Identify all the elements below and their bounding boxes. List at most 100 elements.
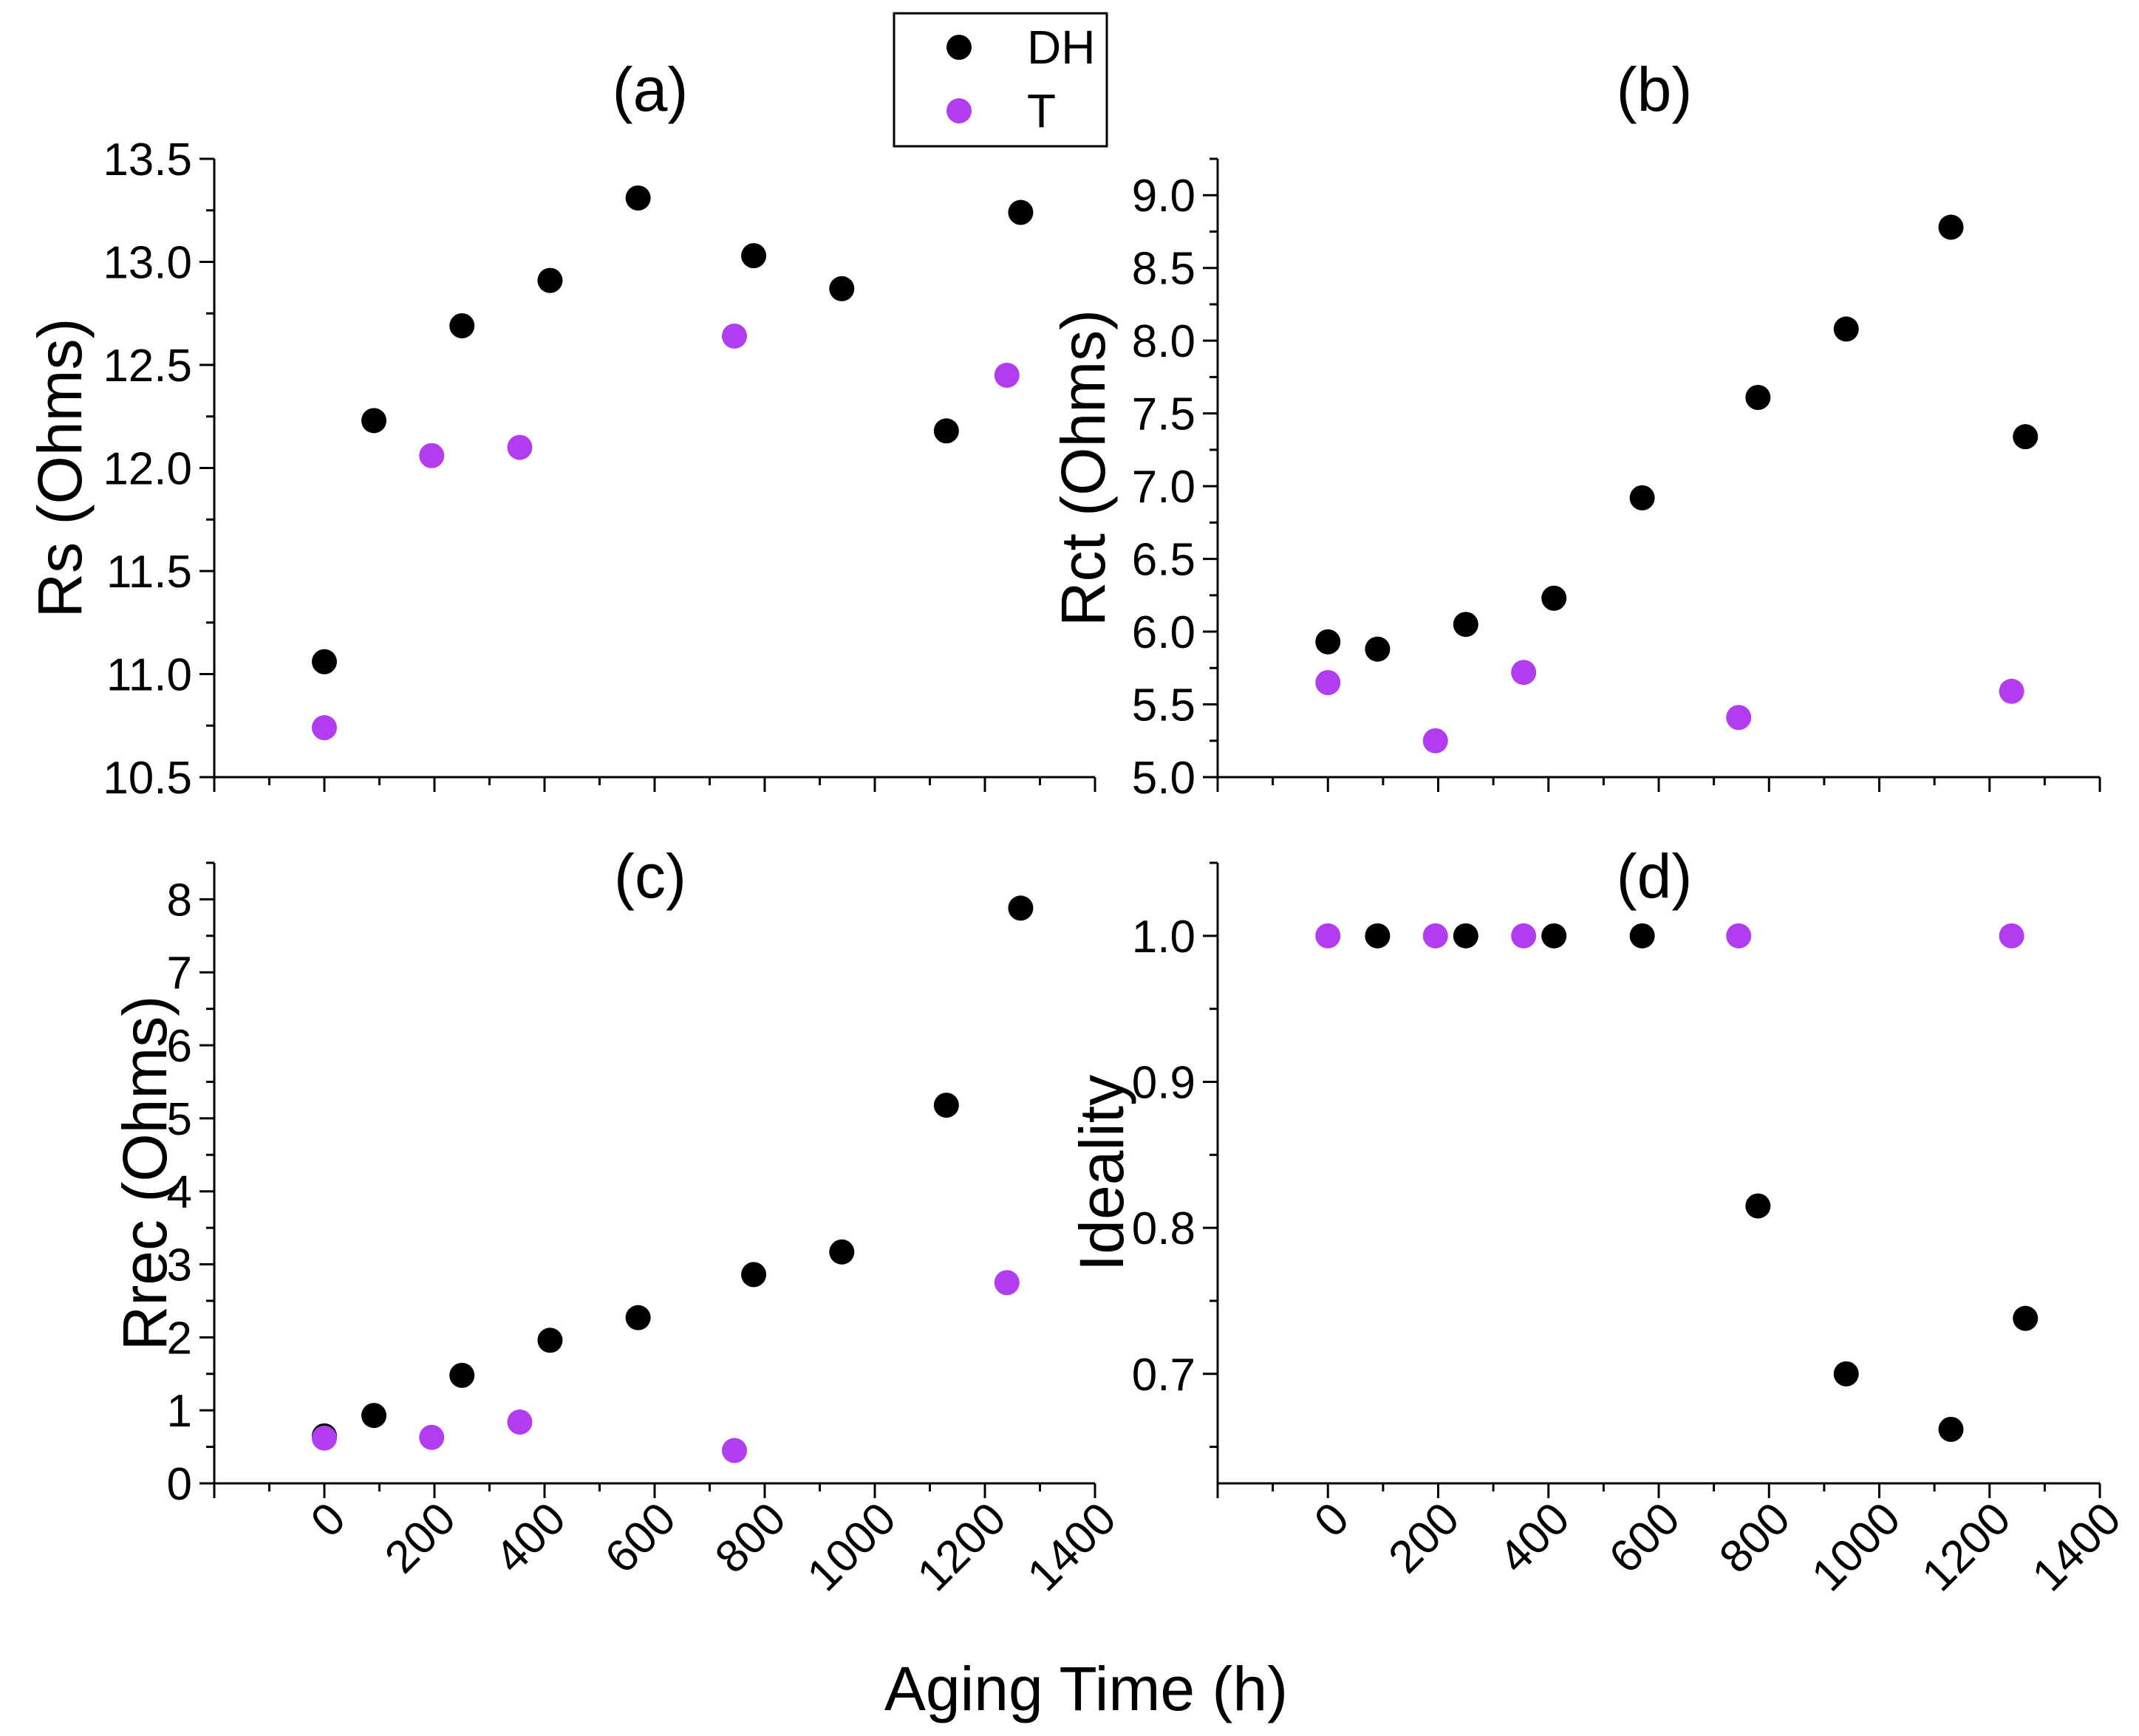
y-tick-label: 7 bbox=[167, 948, 192, 999]
x-tick-label: 0 bbox=[1305, 1493, 1359, 1547]
data-point-t bbox=[1511, 923, 1537, 949]
panel-a: 10.5 11.0 11.5 12.0 12.5 13.0 13.5 Rs (Ohms) (a) bbox=[25, 55, 1096, 804]
series-t bbox=[312, 1270, 1020, 1463]
y-tick-label: 8 bbox=[167, 875, 192, 926]
data-point-t bbox=[994, 1270, 1020, 1296]
data-point-dh bbox=[1365, 636, 1391, 662]
legend-marker-t bbox=[946, 98, 972, 123]
y-tick-label: 0.9 bbox=[1132, 1057, 1195, 1108]
y-tick-label: 11.0 bbox=[106, 650, 192, 701]
x-tick-label: 800 bbox=[1710, 1493, 1800, 1583]
data-point-dh bbox=[2013, 1305, 2039, 1331]
y-axis-title: Ideality bbox=[1067, 1075, 1136, 1271]
x-tick-label: 1200 bbox=[1912, 1493, 2020, 1601]
panel-label: (d) bbox=[1617, 841, 1693, 911]
x-tick-label: 600 bbox=[1600, 1493, 1690, 1583]
y-tick-label: 7.0 bbox=[1132, 462, 1195, 513]
data-point-t bbox=[1999, 923, 2024, 949]
series-t bbox=[312, 323, 1020, 741]
x-tick-label: 600 bbox=[596, 1493, 686, 1583]
data-point-t bbox=[507, 434, 533, 460]
x-tick-label: 400 bbox=[1490, 1493, 1580, 1583]
data-point-dh bbox=[1938, 214, 1964, 240]
y-tick-label: 0.7 bbox=[1132, 1350, 1195, 1401]
y-tick-label: 8.5 bbox=[1132, 244, 1195, 295]
data-point-dh bbox=[1745, 384, 1771, 410]
data-point-t bbox=[994, 362, 1020, 388]
series-t bbox=[1315, 660, 2024, 753]
data-point-dh bbox=[933, 418, 959, 444]
y-tick-label: 10.5 bbox=[103, 753, 192, 804]
data-point-dh bbox=[1008, 199, 1034, 225]
data-point-t bbox=[1726, 705, 1752, 731]
y-tick-label: 1.0 bbox=[1132, 912, 1195, 963]
panels-group: 10.511.011.512.012.513.013.5Rs (Ohms)(a)… bbox=[25, 55, 2131, 1601]
data-point-dh bbox=[1629, 485, 1655, 510]
y-tick-label: 3 bbox=[167, 1240, 192, 1291]
legend-marker-dh bbox=[946, 35, 972, 60]
data-point-dh bbox=[1453, 923, 1478, 949]
x-tick-label: 1200 bbox=[908, 1493, 1016, 1601]
data-point-t bbox=[1726, 923, 1752, 949]
panel-label: (c) bbox=[614, 841, 686, 911]
y-axis-title: Rrec (Ohms) bbox=[110, 996, 180, 1351]
y-tick-label: 5.0 bbox=[1132, 753, 1195, 804]
x-tick-label: 400 bbox=[485, 1493, 576, 1583]
data-point-t bbox=[1315, 923, 1341, 949]
data-point-dh bbox=[1365, 923, 1391, 949]
y-tick-label: 6.5 bbox=[1132, 535, 1195, 586]
x-axis-title: Aging Time (h) bbox=[884, 1654, 1288, 1723]
data-point-t bbox=[722, 1438, 748, 1463]
data-point-t bbox=[507, 1409, 533, 1435]
legend-label-dh: DH bbox=[1027, 21, 1095, 74]
data-point-dh bbox=[625, 185, 651, 211]
data-point-t bbox=[1999, 678, 2024, 704]
data-point-dh bbox=[1541, 923, 1567, 949]
series-dh bbox=[312, 895, 1034, 1449]
data-point-dh bbox=[361, 408, 387, 434]
data-point-dh bbox=[625, 1305, 651, 1330]
x-tick-label: 200 bbox=[1379, 1493, 1469, 1583]
panel-b: 5.0 5.5 6.0 6.5 7.0 7.5 8.0 8.5 9.0 Rct (Ohms) (b) bbox=[1048, 55, 2101, 804]
data-point-dh bbox=[2013, 424, 2039, 450]
y-tick-label: 1 bbox=[167, 1386, 192, 1437]
x-tick-label: 0 bbox=[301, 1493, 355, 1547]
data-point-dh bbox=[1833, 316, 1859, 342]
y-tick-label: 11.5 bbox=[106, 547, 192, 598]
y-tick-label: 9.0 bbox=[1132, 171, 1195, 222]
data-point-dh bbox=[829, 276, 855, 301]
data-point-dh bbox=[537, 1327, 563, 1353]
y-axis-title: Rs (Ohms) bbox=[25, 318, 95, 618]
series-dh bbox=[1365, 923, 2039, 1442]
data-point-dh bbox=[361, 1403, 387, 1429]
y-tick-label: 12.5 bbox=[103, 341, 192, 392]
data-point-dh bbox=[1629, 923, 1655, 949]
y-tick-label: 4 bbox=[167, 1167, 192, 1218]
y-tick-label: 13.0 bbox=[103, 238, 192, 289]
data-point-t bbox=[722, 323, 748, 349]
data-point-dh bbox=[1008, 895, 1034, 921]
data-point-dh bbox=[312, 649, 337, 674]
data-point-t bbox=[312, 715, 337, 741]
panel-c: 0 200 400 600 800 1000 1200 1400 0 1 2 3 4 5 6 7 8 Rrec (… bbox=[110, 841, 1126, 1601]
data-point-dh bbox=[1453, 612, 1478, 638]
y-tick-label: 6 bbox=[167, 1021, 192, 1072]
data-point-dh bbox=[1541, 585, 1567, 611]
y-tick-label: 12.0 bbox=[103, 444, 192, 495]
legend-label-t: T bbox=[1027, 84, 1056, 137]
series-t bbox=[1315, 923, 2024, 949]
y-tick-label: 2 bbox=[167, 1313, 192, 1364]
y-tick-label: 0 bbox=[167, 1459, 192, 1510]
x-tick-label: 200 bbox=[375, 1493, 465, 1583]
y-tick-label: 7.5 bbox=[1132, 389, 1195, 440]
data-point-dh bbox=[449, 1362, 475, 1388]
legend-box bbox=[893, 12, 1108, 148]
data-point-dh bbox=[1315, 629, 1341, 655]
y-axis-title: Rct (Ohms) bbox=[1048, 310, 1118, 626]
y-tick-label: 5.5 bbox=[1132, 680, 1195, 731]
y-tick-label: 8.0 bbox=[1132, 316, 1195, 367]
series-dh bbox=[312, 185, 1034, 674]
y-tick-label: 6.0 bbox=[1132, 607, 1195, 658]
data-point-dh bbox=[829, 1239, 855, 1265]
